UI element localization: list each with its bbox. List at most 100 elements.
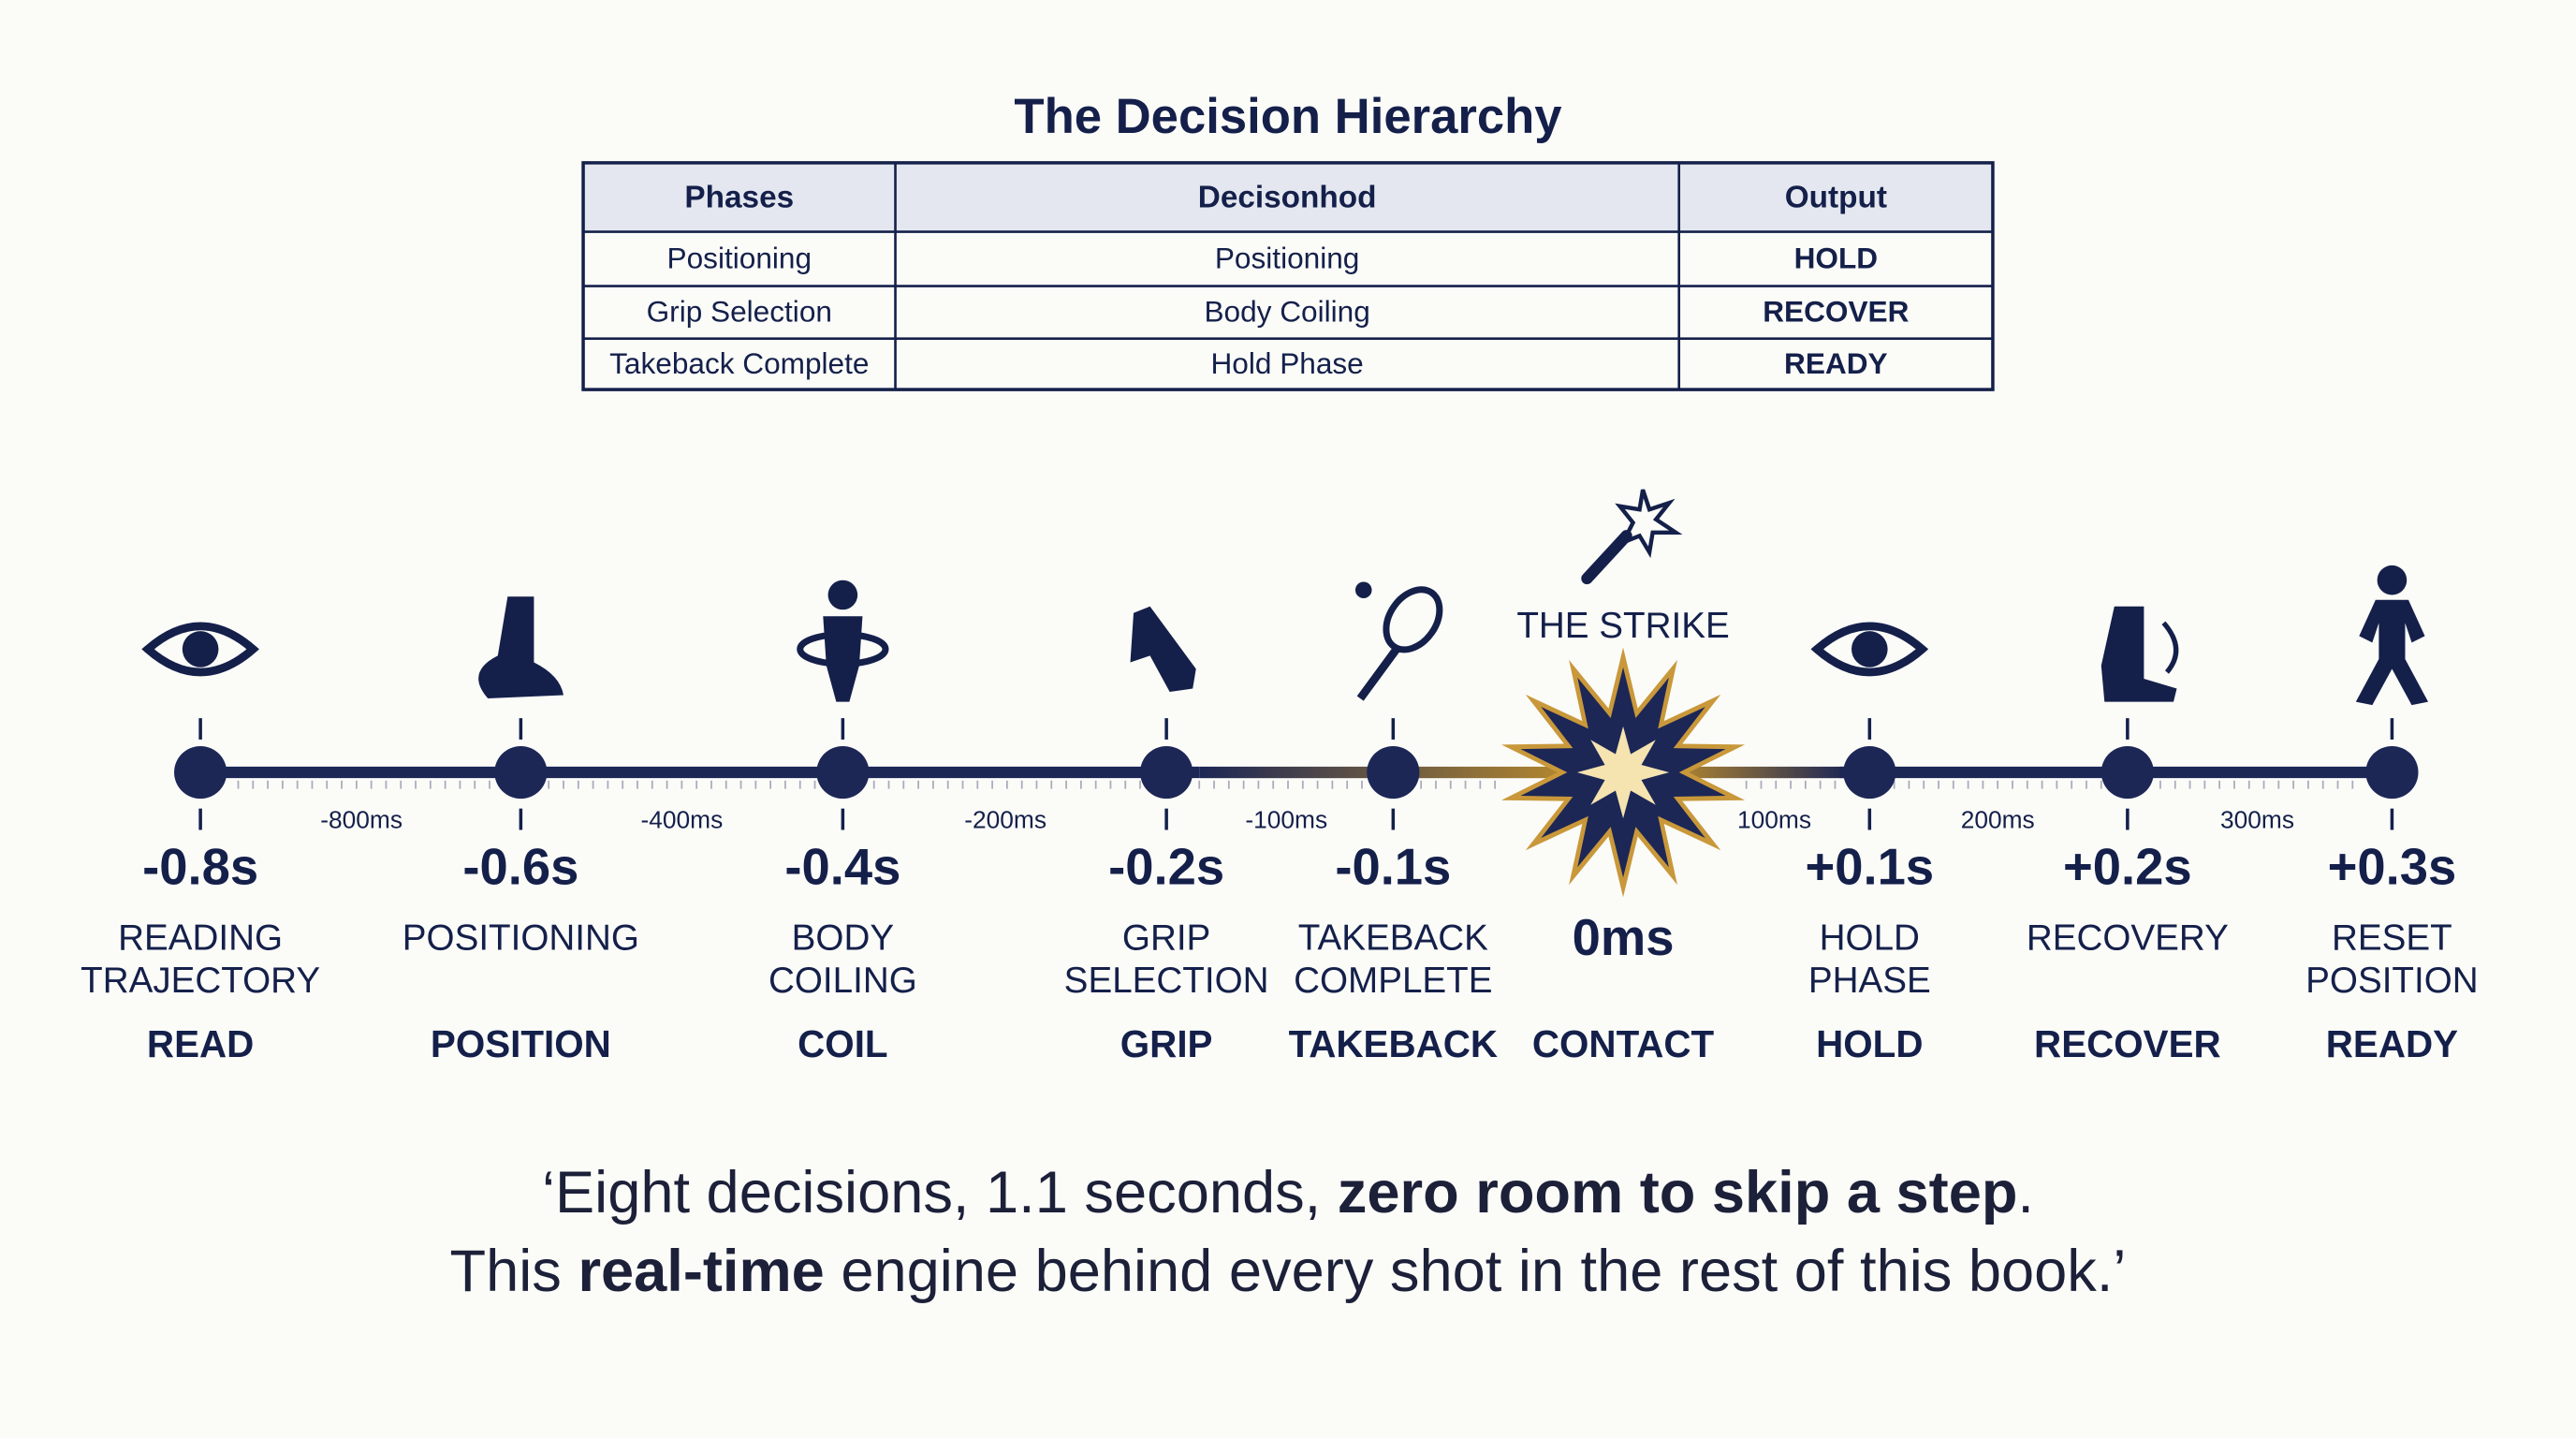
pupil [182,631,219,668]
node [1367,745,1420,800]
quote-line: This real-time engine behind every shot … [450,1239,2127,1304]
table-cell: Positioning [667,242,812,275]
node [816,745,870,800]
node [494,745,548,800]
table-header-cell: Output [1785,180,1887,214]
step-keyword: READ [147,1022,254,1065]
table-cell: Positioning [1215,242,1359,275]
quote-segment: engine behind every shot in the rest of … [825,1239,2127,1304]
quote-segment: This [450,1239,578,1304]
step-keyword: HOLD [1816,1022,1923,1065]
eye [1810,622,1929,677]
head [827,580,858,610]
node [1140,745,1193,800]
wand [1581,530,1632,585]
step-time: -0.8s [142,839,258,896]
node [2365,745,2419,800]
interval-label: 300ms [2220,806,2294,834]
step-keyword: RECOVER [2034,1022,2221,1065]
spark [1615,489,1683,559]
ball [1354,581,1372,598]
contact-time: 0ms [1573,909,1675,966]
title: The Decision Hierarchy [1014,89,1561,144]
step-keyword: POSITION [431,1022,611,1065]
step-label: HOLD [1820,917,1920,958]
step-icon [2100,606,2179,702]
table-cell: Grip Selection [647,295,832,329]
contact-caption: THE STRIKE [1516,606,1729,646]
strike-burst [1576,726,1670,819]
step-time: -0.2s [1108,839,1224,896]
step-icon [1354,581,1443,701]
step-time: -0.6s [462,839,578,896]
step-keyword: READY [2326,1022,2458,1065]
coil [797,631,889,668]
quote-segment: ‘Eight decisions, 1.1 seconds, [542,1160,1338,1225]
table-cell: Hold Phase [1210,346,1363,380]
step-label: SELECTION [1064,961,1269,1001]
step-icon [1810,622,1929,677]
step-label: COMPLETE [1294,961,1492,1001]
step-icon [2355,565,2429,706]
step-keyword: TAKEBACK [1289,1022,1498,1065]
node [174,745,227,800]
step-label: READING [118,917,283,958]
table-border [581,161,1995,391]
step-time: -0.1s [1335,839,1451,896]
eye [141,622,259,677]
interval-label: -200ms [964,806,1046,834]
step-icon [478,596,564,699]
step-label: RECOVERY [2027,917,2229,958]
table-cell: Takeback Complete [609,346,869,380]
table-cell: READY [1784,346,1888,380]
arrow [2161,621,2179,674]
table-cell: RECOVER [1763,295,1909,329]
interval-label: 200ms [1961,806,2035,834]
interval-label: -100ms [1245,806,1327,834]
step-label: BODY [792,917,894,958]
hand [1130,606,1196,693]
step-icon [797,580,889,702]
spark [1615,489,1683,559]
step-label: COILING [768,961,917,1001]
step-time: -0.4s [784,839,900,896]
pupil [1852,631,1888,668]
interval-label: -400ms [640,806,723,834]
step-label: PHASE [1808,961,1931,1001]
contact-keyword: CONTACT [1532,1022,1715,1065]
body [823,616,863,702]
step-label: POSITION [2305,961,2478,1001]
racket [1383,586,1443,653]
step-keyword: GRIP [1120,1022,1213,1065]
step-time: +0.2s [2063,839,2192,896]
table-cell: Body Coiling [1204,295,1369,329]
body [2355,599,2429,706]
step-label: TRAJECTORY [80,961,320,1001]
handle [1356,646,1400,701]
quote-segment: zero room to skip a step [1338,1160,2018,1225]
table-header-bg [583,162,1993,232]
step-icon [1130,606,1196,693]
step-label: RESET [2332,917,2452,958]
quote-line: ‘Eight decisions, 1.1 seconds, zero room… [542,1160,2034,1225]
node [2100,745,2154,800]
step-keyword: COIL [798,1022,887,1065]
interval-label: -800ms [320,806,402,834]
step-time: +0.3s [2328,839,2457,896]
table-header-cell: Decisonhod [1198,180,1377,214]
step-time: +0.1s [1805,839,1934,896]
head [2377,565,2408,595]
quote-segment: real-time [578,1239,824,1304]
interval-label: 100ms [1737,806,1811,834]
table-header-cell: Phases [684,180,794,214]
foot [478,596,564,699]
boot [2100,606,2177,702]
timeline [1667,766,1849,779]
step-label: POSITIONING [402,917,639,958]
step-label: GRIP [1122,917,1210,958]
node [1843,745,1896,800]
quote-segment: . [2017,1160,2034,1225]
table-cell: HOLD [1794,242,1878,275]
step-label: TAKEBACK [1298,917,1488,958]
